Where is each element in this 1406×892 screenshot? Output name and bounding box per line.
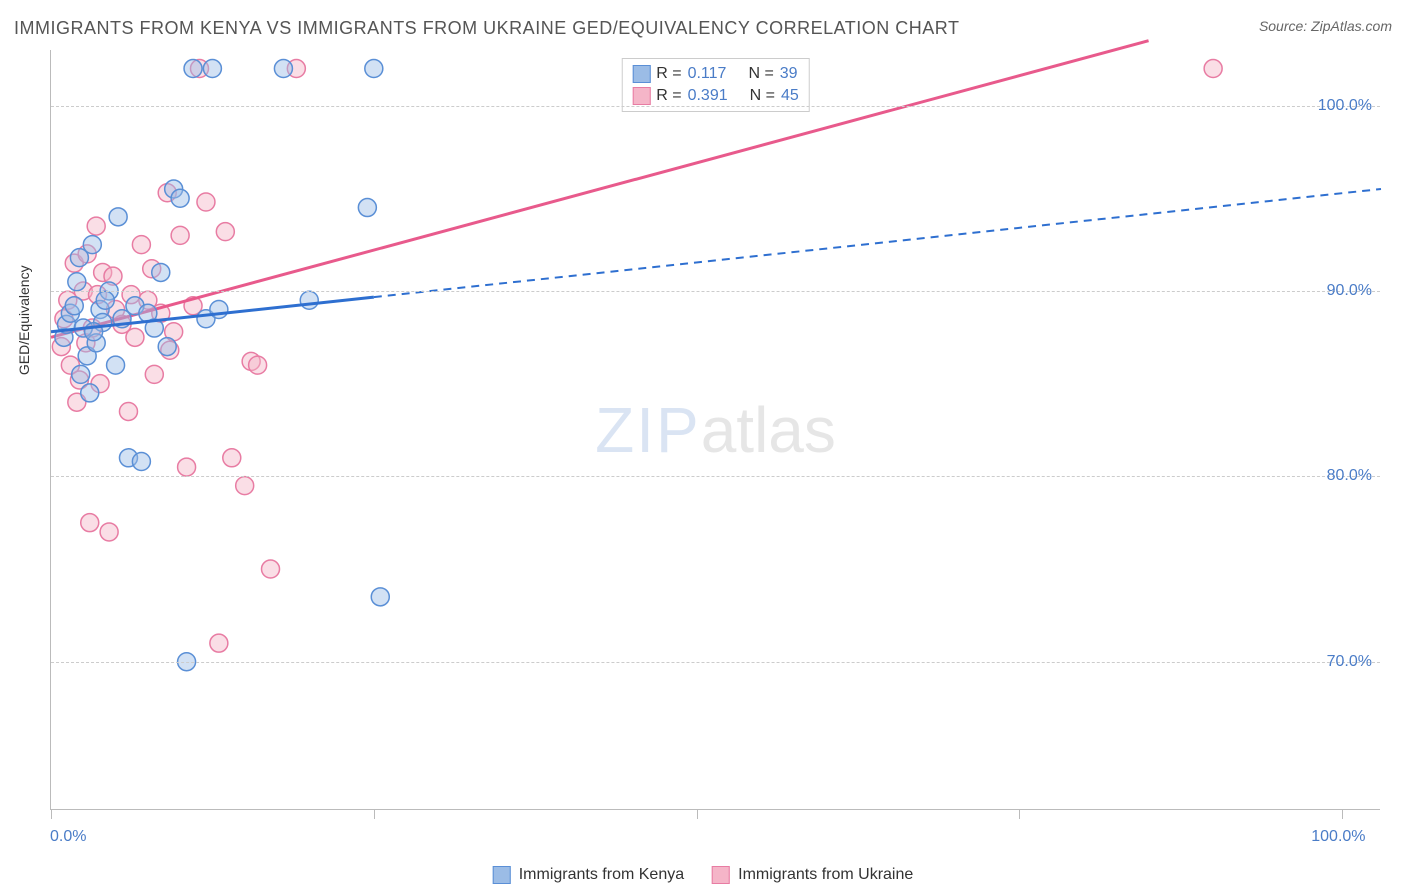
kenya-point [203,60,221,78]
kenya-point [171,189,189,207]
ukraine-point [100,523,118,541]
gridline [51,291,1380,292]
ukraine-point [223,449,241,467]
legend-item-kenya: Immigrants from Kenya [493,866,684,884]
kenya-point [81,384,99,402]
source-attribution: Source: ZipAtlas.com [1259,18,1392,34]
plot-area: ZIPatlas R = 0.117 N = 39 R = 0.391 N = … [50,50,1380,810]
kenya-point [184,60,202,78]
legend-item-ukraine: Immigrants from Ukraine [712,866,913,884]
chart-title: IMMIGRANTS FROM KENYA VS IMMIGRANTS FROM… [14,18,959,39]
y-axis-label: GED/Equivalency [16,265,32,375]
kenya-point [371,588,389,606]
ukraine-point [178,458,196,476]
y-tick-label: 70.0% [1327,653,1372,671]
kenya-swatch-icon [632,65,650,83]
y-tick-label: 80.0% [1327,467,1372,485]
legend-label-kenya: Immigrants from Kenya [519,866,684,884]
ukraine-point [171,226,189,244]
x-tick [697,809,698,819]
x-tick [1019,809,1020,819]
kenya-point [109,208,127,226]
kenya-point [65,297,83,315]
ukraine-trendline-solid [51,41,1149,338]
ukraine-point [126,328,144,346]
ukraine-point [216,223,234,241]
n-value-ukraine: 45 [781,87,799,105]
legend-label-ukraine: Immigrants from Ukraine [738,866,913,884]
kenya-point [152,263,170,281]
r-label: R = [656,87,681,105]
kenya-point [132,453,150,471]
gridline [51,476,1380,477]
x-tick [51,809,52,819]
x-tick [374,809,375,819]
kenya-point [300,291,318,309]
kenya-point [68,273,86,291]
series-legend: Immigrants from Kenya Immigrants from Uk… [493,866,914,884]
kenya-swatch-icon [493,866,511,884]
ukraine-point [262,560,280,578]
gridline [51,106,1380,107]
n-label: N = [748,65,773,83]
x-tick-label-left: 0.0% [50,828,86,846]
ukraine-point [236,477,254,495]
ukraine-point [119,402,137,420]
kenya-point [274,60,292,78]
kenya-point [72,365,90,383]
ukraine-point [249,356,267,374]
ukraine-swatch-icon [712,866,730,884]
n-label: N = [750,87,775,105]
ukraine-point [197,193,215,211]
chart-header: IMMIGRANTS FROM KENYA VS IMMIGRANTS FROM… [14,18,1392,39]
correlation-row-kenya: R = 0.117 N = 39 [632,63,799,85]
y-tick-label: 90.0% [1327,282,1372,300]
n-value-kenya: 39 [780,65,798,83]
correlation-row-ukraine: R = 0.391 N = 45 [632,85,799,107]
r-value-ukraine: 0.391 [688,87,728,105]
chart-svg [51,50,1380,809]
kenya-point [365,60,383,78]
correlation-legend: R = 0.117 N = 39 R = 0.391 N = 45 [621,58,810,112]
kenya-point [158,338,176,356]
kenya-point [96,291,114,309]
ukraine-point [210,634,228,652]
r-value-kenya: 0.117 [688,65,727,83]
x-tick [1342,809,1343,819]
kenya-point [358,199,376,217]
kenya-point [83,236,101,254]
kenya-trendline-dashed [374,189,1381,297]
ukraine-swatch-icon [632,87,650,105]
ukraine-point [1204,60,1222,78]
x-tick-label-right: 100.0% [1311,828,1365,846]
y-tick-label: 100.0% [1318,97,1372,115]
kenya-point [107,356,125,374]
ukraine-point [87,217,105,235]
ukraine-point [81,514,99,532]
gridline [51,662,1380,663]
ukraine-point [145,365,163,383]
r-label: R = [656,65,681,83]
ukraine-point [132,236,150,254]
